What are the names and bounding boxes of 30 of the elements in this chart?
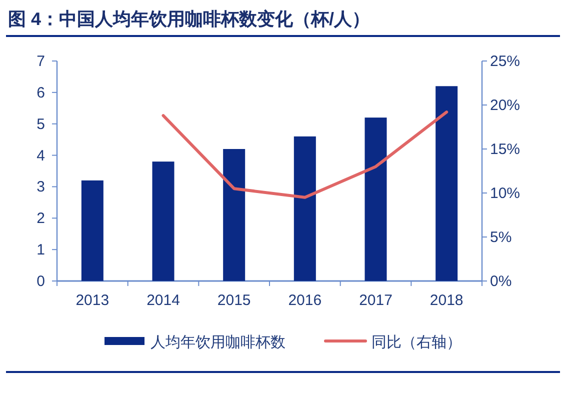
bar: [223, 149, 246, 281]
y2-tick-label: 20%: [490, 97, 520, 114]
x-tick-label: 2014: [146, 292, 180, 309]
y-tick-label: 2: [36, 210, 45, 228]
y2-tick-label: 15%: [490, 141, 520, 158]
bar: [294, 136, 316, 281]
y-tick-label: 6: [36, 84, 45, 102]
y2-tick-label: 25%: [490, 53, 520, 70]
y2-tick-label: 0%: [490, 273, 512, 290]
y2-tick-label: 10%: [490, 185, 520, 202]
bar: [152, 162, 174, 281]
x-tick-label: 2016: [288, 292, 322, 309]
x-tick-label: 2015: [217, 292, 251, 309]
y-tick-label: 5: [36, 116, 45, 133]
x-tick-label: 2013: [76, 292, 110, 309]
y-tick-label: 1: [36, 242, 45, 259]
x-tick-label: 2017: [359, 292, 392, 309]
bar: [436, 86, 458, 281]
y-tick-label: 3: [36, 178, 45, 196]
y-tick-label: 4: [36, 147, 45, 164]
bar: [81, 180, 104, 281]
bar: [364, 118, 387, 281]
y-tick-label: 7: [36, 53, 45, 70]
y-tick-label: 0: [36, 273, 45, 290]
y2-tick-label: 5%: [490, 229, 512, 246]
x-tick-label: 2018: [430, 292, 464, 309]
legend-label: 人均年饮用咖啡杯数: [150, 334, 286, 351]
line-series: [162, 110, 448, 199]
chart-title: 图 4：中国人均年饮用咖啡杯数变化（杯/人）: [8, 9, 370, 29]
legend-label: 同比（右轴）: [372, 334, 462, 351]
